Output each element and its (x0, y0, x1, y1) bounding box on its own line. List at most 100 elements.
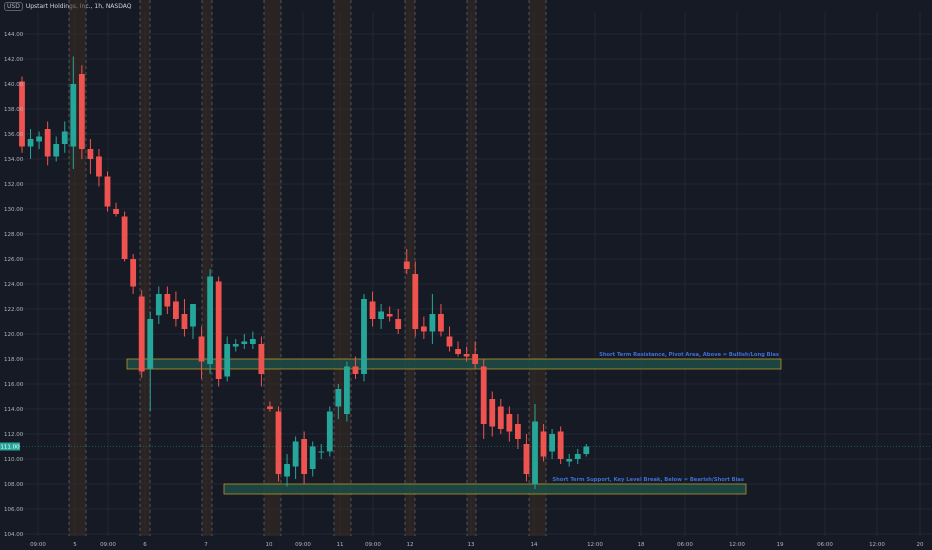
support-zone[interactable] (223, 483, 747, 495)
candle-body (36, 136, 42, 142)
candle (130, 254, 137, 294)
candle-body (61, 131, 68, 144)
candle-body (429, 314, 436, 332)
candle (27, 129, 34, 159)
candle (53, 136, 60, 162)
candle (420, 316, 427, 339)
candle-body (515, 424, 521, 439)
candle-body (549, 434, 555, 452)
candle (267, 401, 273, 412)
session-band (140, 0, 150, 536)
resistance-zone-label: Short Term Resistance, Pivot Area, Above… (599, 352, 779, 358)
candle (566, 454, 573, 467)
candle (138, 290, 145, 378)
candle (429, 294, 436, 344)
candle (215, 276, 222, 387)
x-tick-label: 12:00 (729, 542, 745, 548)
candle-body (403, 261, 410, 269)
candle (275, 406, 282, 482)
y-tick-label: 142.00 (4, 57, 24, 63)
candle (309, 441, 316, 477)
y-tick-label: 118.00 (4, 357, 24, 363)
x-tick-label: 18 (638, 542, 645, 548)
candle-body (113, 209, 119, 214)
y-tick-label: 130.00 (4, 207, 24, 213)
x-tick-label: 09:00 (365, 542, 381, 548)
session-band (467, 0, 476, 536)
candle-body (190, 304, 196, 327)
candle-body (78, 74, 85, 149)
y-tick-label: 120.00 (4, 332, 24, 338)
candle-body (489, 399, 496, 427)
currency-badge[interactable]: USD (4, 2, 23, 11)
candle (557, 426, 564, 464)
y-tick-label: 116.00 (4, 382, 24, 388)
candle-body (420, 326, 427, 332)
candle (96, 149, 102, 187)
candle-body (164, 294, 171, 307)
last-price-badge (0, 442, 20, 451)
y-tick-label: 140.00 (4, 82, 24, 88)
candle (369, 291, 376, 327)
candle-body (326, 411, 333, 452)
candle (412, 261, 419, 337)
y-tick-label: 122.00 (4, 307, 24, 313)
candle-body (301, 439, 308, 474)
candle-body (44, 129, 51, 157)
candle-body (480, 366, 487, 424)
candle-body (19, 81, 25, 147)
candle (61, 121, 68, 153)
candle (386, 306, 393, 322)
candle (446, 326, 453, 352)
candle-body (121, 216, 128, 259)
x-tick-label: 06:00 (677, 542, 693, 548)
candle-body (540, 431, 547, 457)
candle (292, 436, 299, 479)
candle (207, 269, 213, 374)
x-tick-label: 19 (777, 542, 784, 548)
candle (198, 326, 205, 379)
resistance-zone[interactable] (126, 358, 782, 370)
candle (489, 391, 496, 437)
candle (249, 331, 256, 349)
x-tick-label: 11 (337, 542, 344, 548)
candle-body (70, 84, 77, 147)
candle (540, 424, 547, 462)
candle (532, 404, 538, 489)
candle-body (309, 446, 316, 469)
x-tick-label: 12 (407, 542, 414, 548)
candle (301, 431, 308, 484)
candle-body (267, 406, 273, 409)
y-tick-label: 108.00 (4, 482, 24, 488)
x-tick-label: 09:00 (30, 542, 46, 548)
candle-body (438, 314, 444, 332)
candle (36, 131, 42, 149)
y-tick-label: 134.00 (4, 157, 24, 163)
candle-body (173, 301, 179, 319)
candle-body (96, 156, 102, 177)
y-tick-label: 144.00 (4, 32, 24, 38)
candle (438, 304, 444, 337)
y-tick-label: 106.00 (4, 507, 24, 513)
candle-body (27, 139, 34, 147)
candle-body (147, 319, 154, 369)
candle-body (215, 281, 222, 379)
candle-body (497, 406, 504, 429)
candle-body (506, 414, 513, 432)
candle-body (369, 301, 376, 319)
candle-body (574, 454, 581, 459)
candle (344, 361, 350, 422)
candle (224, 336, 231, 382)
x-tick-label: 10 (266, 542, 273, 548)
candle (173, 291, 179, 327)
session-band (264, 0, 281, 536)
candle (241, 334, 248, 349)
candle-body (386, 314, 393, 317)
candle (472, 341, 479, 369)
candle-body (292, 441, 299, 467)
candle-body (232, 344, 239, 347)
candle (326, 406, 333, 457)
candle-body (155, 294, 162, 316)
y-tick-label: 104.00 (4, 532, 24, 538)
